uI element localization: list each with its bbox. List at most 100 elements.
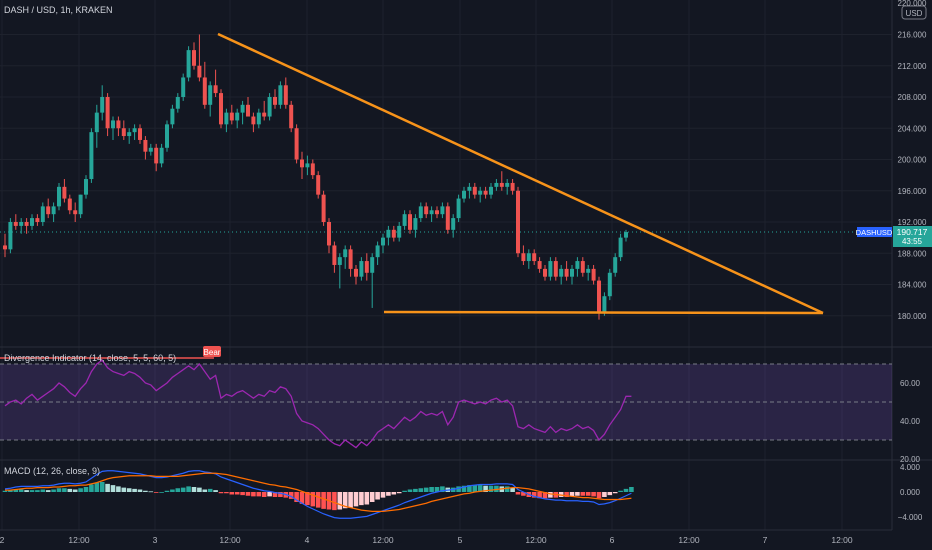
macd-axis[interactable]: 4.000 0.000 −4.000	[898, 463, 923, 522]
candle-body[interactable]	[35, 218, 40, 222]
candle-body[interactable]	[57, 186, 61, 207]
candle-body[interactable]	[256, 112, 261, 125]
candle-body[interactable]	[537, 261, 542, 269]
candle-body[interactable]	[570, 268, 574, 277]
candle-body[interactable]	[467, 186, 472, 191]
macd-series[interactable]	[2, 470, 634, 519]
candle-body[interactable]	[8, 222, 13, 250]
candle-body[interactable]	[310, 163, 315, 176]
symbol-title[interactable]: DASH / USD, 1h, KRAKEN	[4, 5, 113, 15]
candle-body[interactable]	[278, 85, 283, 105]
rsi-series[interactable]	[4, 359, 632, 449]
candle-body[interactable]	[175, 97, 180, 109]
candle-body[interactable]	[521, 253, 526, 262]
candle-body[interactable]	[165, 124, 169, 148]
candle-body[interactable]	[116, 120, 121, 129]
candle-body[interactable]	[289, 104, 294, 129]
candle-body[interactable]	[111, 120, 115, 129]
candle-body[interactable]	[386, 229, 391, 238]
candle-body[interactable]	[138, 128, 142, 140]
candle-body[interactable]	[84, 179, 88, 195]
candle-body[interactable]	[559, 268, 564, 277]
candle-body[interactable]	[526, 253, 531, 262]
candle-body[interactable]	[408, 214, 412, 230]
candle-body[interactable]	[451, 218, 456, 230]
candle-body[interactable]	[240, 104, 245, 113]
candle-body[interactable]	[267, 97, 272, 117]
candle-body[interactable]	[192, 50, 196, 66]
support-trendline[interactable]	[383, 310, 824, 315]
candle-body[interactable]	[332, 245, 337, 265]
candle-body[interactable]	[132, 128, 137, 133]
candle-body[interactable]	[472, 186, 477, 195]
candle-body[interactable]	[30, 218, 34, 226]
candle-body[interactable]	[213, 85, 218, 94]
candle-body[interactable]	[13, 222, 18, 226]
candle-body[interactable]	[148, 147, 153, 152]
candle-body[interactable]	[89, 132, 94, 180]
candle-body[interactable]	[343, 249, 348, 258]
candle-body[interactable]	[78, 194, 83, 215]
candle-body[interactable]	[564, 268, 569, 277]
candle-body[interactable]	[597, 280, 601, 312]
candle-body[interactable]	[208, 85, 213, 105]
candle-body[interactable]	[24, 222, 29, 226]
candle-body[interactable]	[618, 237, 623, 258]
candle-body[interactable]	[170, 108, 175, 125]
candle-body[interactable]	[321, 194, 326, 222]
candle-body[interactable]	[51, 206, 56, 215]
candle-body[interactable]	[251, 116, 256, 125]
candle-body[interactable]	[246, 104, 250, 117]
rsi-line[interactable]	[4, 359, 632, 449]
candle-body[interactable]	[494, 182, 499, 187]
candle-body[interactable]	[73, 210, 78, 215]
candle-body[interactable]	[413, 218, 418, 230]
candle-body[interactable]	[440, 206, 445, 215]
candle-body[interactable]	[478, 190, 483, 195]
candle-body[interactable]	[294, 128, 299, 160]
candle-body[interactable]	[283, 85, 288, 105]
candle-body[interactable]	[262, 112, 267, 117]
candle-body[interactable]	[359, 261, 364, 277]
candle-body[interactable]	[418, 206, 423, 219]
candle-body[interactable]	[424, 206, 429, 215]
candle-body[interactable]	[364, 261, 369, 273]
candle-body[interactable]	[100, 97, 105, 113]
candle-body[interactable]	[532, 253, 537, 262]
candle-body[interactable]	[553, 261, 558, 277]
candle-body[interactable]	[499, 182, 504, 187]
candle-body[interactable]	[186, 50, 191, 78]
candlestick-series[interactable]	[3, 34, 628, 320]
candle-body[interactable]	[105, 97, 110, 129]
candle-body[interactable]	[235, 112, 240, 121]
candle-body[interactable]	[316, 175, 321, 195]
candle-body[interactable]	[327, 222, 331, 246]
candle-body[interactable]	[489, 186, 493, 195]
candle-body[interactable]	[121, 128, 126, 137]
candle-body[interactable]	[202, 77, 207, 105]
candle-body[interactable]	[143, 139, 148, 152]
currency-badge[interactable]: USD	[901, 5, 927, 20]
candle-body[interactable]	[273, 97, 277, 105]
descending-trendline[interactable]	[217, 32, 824, 315]
candle-body[interactable]	[62, 186, 67, 199]
candle-body[interactable]	[445, 206, 450, 230]
candle-body[interactable]	[154, 147, 159, 164]
candle-body[interactable]	[591, 268, 596, 281]
candle-body[interactable]	[505, 182, 510, 187]
candle-body[interactable]	[381, 237, 385, 246]
candle-body[interactable]	[613, 257, 618, 273]
candle-body[interactable]	[586, 268, 591, 273]
candle-body[interactable]	[127, 132, 132, 137]
macd-panel-label[interactable]: MACD (12, 26, close, 9)	[4, 466, 100, 476]
candle-body[interactable]	[219, 93, 223, 125]
candle-body[interactable]	[370, 257, 375, 273]
candle-body[interactable]	[483, 190, 488, 195]
candle-body[interactable]	[46, 206, 51, 215]
candle-body[interactable]	[435, 210, 439, 215]
candle-body[interactable]	[67, 198, 72, 211]
candle-body[interactable]	[429, 210, 434, 215]
candle-body[interactable]	[516, 190, 520, 254]
candle-body[interactable]	[354, 268, 358, 277]
